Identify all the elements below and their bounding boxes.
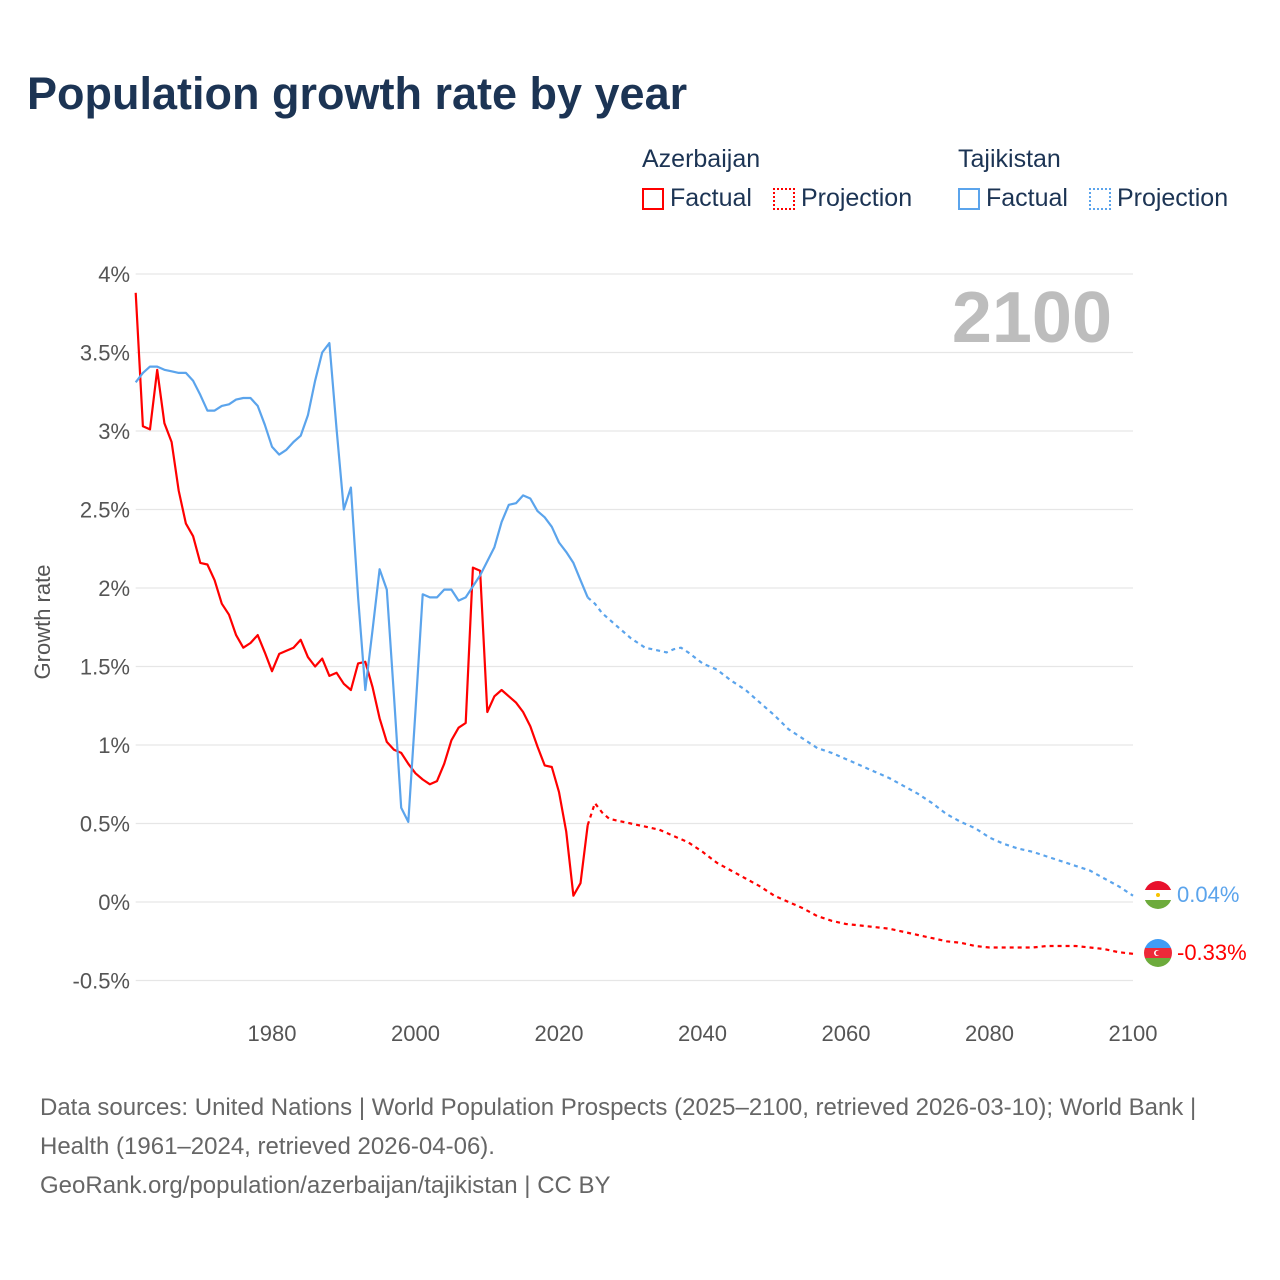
data-sources: Data sources: United Nations | World Pop… xyxy=(40,1094,1197,1160)
y-tick-label: 1.5% xyxy=(80,655,130,680)
legend-group-name: Tajikistan xyxy=(958,145,1061,173)
y-tick-label: 2.5% xyxy=(80,498,130,523)
y-tick-label: 3% xyxy=(98,419,130,444)
x-tick-label: 2100 xyxy=(1109,1021,1158,1046)
credit-link[interactable]: GeoRank.org/population/azerbaijan/tajiki… xyxy=(40,1172,611,1199)
legend-swatch xyxy=(958,187,980,210)
footer: Data sources: United Nations | World Pop… xyxy=(40,1088,1240,1205)
x-tick-label: 2060 xyxy=(822,1021,871,1046)
y-tick-label: 1% xyxy=(98,733,130,758)
azerbaijan-projection-line xyxy=(586,801,1134,955)
y-tick-label: -0.5% xyxy=(73,969,130,994)
legend-tajikistan-projection[interactable]: Projection xyxy=(1088,184,1229,213)
tajikistan-factual-line xyxy=(134,342,589,824)
legend-tajikistan-factual[interactable]: Factual xyxy=(958,184,1068,213)
tajikistan-end-label: 0.04% xyxy=(1177,882,1239,907)
legend-swatch xyxy=(772,187,795,210)
legend-label: Factual xyxy=(986,184,1068,212)
legend-label: Projection xyxy=(1116,184,1229,212)
x-tick-label: 1980 xyxy=(248,1021,297,1046)
tajikistan-flag-icon xyxy=(1144,881,1172,909)
y-tick-label: 0.5% xyxy=(80,812,130,837)
azerbaijan-factual-line xyxy=(134,292,589,897)
legend-swatch xyxy=(1088,187,1111,210)
legend-tajikistan: Tajikistan Factual Projection xyxy=(958,145,1242,217)
y-tick-label: 3.5% xyxy=(80,341,130,366)
x-tick-label: 2080 xyxy=(965,1021,1014,1046)
y-axis-label: Growth rate xyxy=(30,565,55,680)
x-tick-label: 2040 xyxy=(678,1021,727,1046)
legend-group-name: Azerbaijan xyxy=(642,145,761,173)
legend-azerbaijan-factual[interactable]: Factual xyxy=(642,184,752,213)
legend-swatch xyxy=(642,187,664,210)
y-tick-label: 0% xyxy=(98,890,130,915)
chart-title: Population growth rate by year xyxy=(27,68,688,119)
x-tick-label: 2020 xyxy=(535,1021,584,1046)
x-tick-label: 2000 xyxy=(391,1021,440,1046)
tajikistan-projection-line xyxy=(586,596,1134,897)
y-tick-label: 4% xyxy=(98,262,130,287)
y-tick-label: 2% xyxy=(98,576,130,601)
azerbaijan-end-label: -0.33% xyxy=(1177,940,1247,965)
azerbaijan-flag-icon xyxy=(1144,939,1172,967)
legend-label: Factual xyxy=(670,184,752,212)
legend-azerbaijan: Azerbaijan Factual Projection xyxy=(642,145,926,217)
legend-label: Projection xyxy=(800,184,913,212)
legend-azerbaijan-projection[interactable]: Projection xyxy=(772,184,913,213)
year-label: 2100 xyxy=(952,278,1112,358)
